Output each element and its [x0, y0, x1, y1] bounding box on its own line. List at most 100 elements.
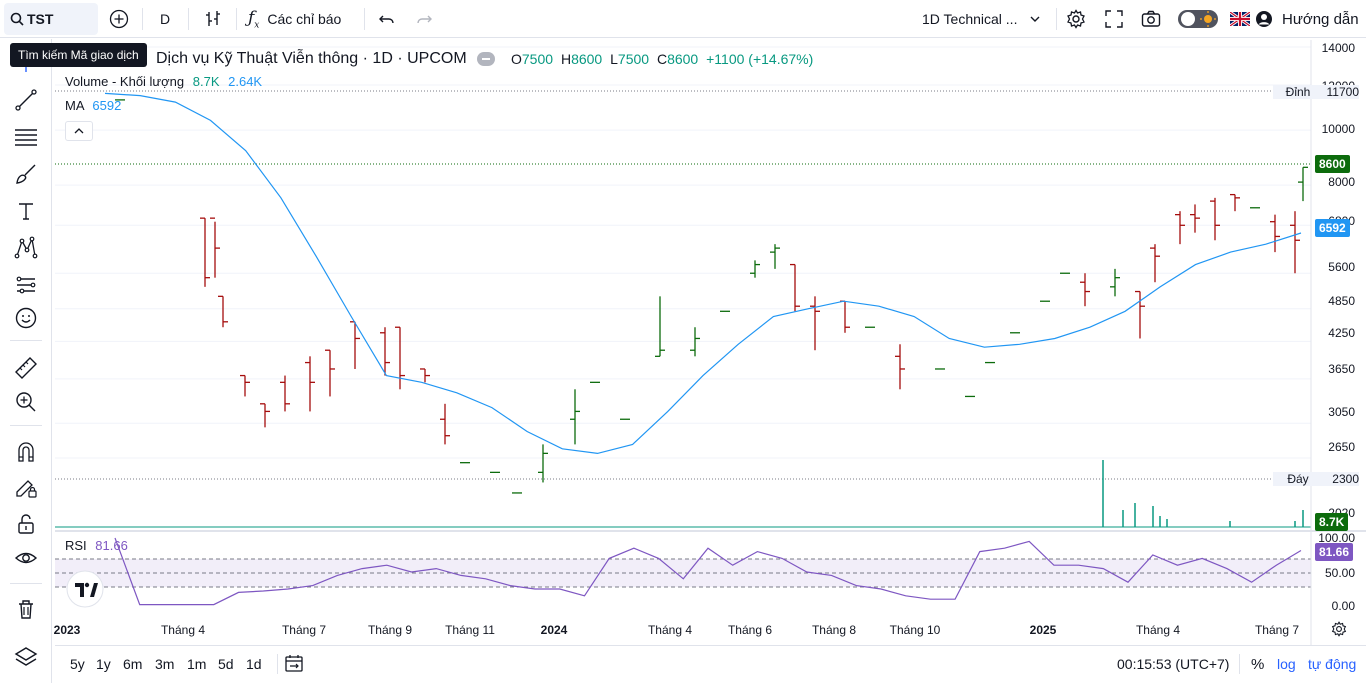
symbol-title[interactable]: Dịch vụ Kỹ Thuật Viễn thông · 1D · UPCOM — [156, 50, 467, 67]
gear-icon — [1331, 621, 1347, 637]
time-tick: Tháng 7 — [281, 623, 327, 637]
low-key: L — [610, 51, 618, 67]
time-tick: Tháng 8 — [811, 623, 857, 637]
auto-scale-button[interactable]: tự động — [1308, 656, 1357, 672]
chevron-up-icon — [74, 128, 84, 134]
toolbar-divider — [364, 8, 365, 30]
price-chart[interactable] — [55, 40, 1366, 645]
text-icon — [19, 203, 33, 220]
toolbar-divider — [10, 340, 42, 341]
brush-tool[interactable] — [13, 161, 39, 187]
price-bar — [1190, 204, 1200, 233]
lock-tool[interactable] — [13, 511, 39, 537]
range-1y-button[interactable]: 1y — [96, 656, 111, 672]
price-bars — [115, 99, 1308, 494]
range-3m-button[interactable]: 3m — [155, 656, 175, 672]
volume-tag: 8.7K — [1315, 513, 1349, 531]
range-1d-button[interactable]: 1d — [246, 656, 262, 672]
toolbar-divider — [236, 8, 237, 30]
text-tool[interactable] — [13, 198, 39, 224]
range-5y-button[interactable]: 5y — [70, 656, 85, 672]
compare-symbol-button[interactable] — [106, 0, 132, 38]
redo-button[interactable] — [411, 0, 437, 38]
price-bar — [1290, 211, 1300, 274]
bar-chart-type-icon — [206, 11, 220, 26]
price-bar — [1175, 211, 1185, 245]
fib-tool[interactable] — [13, 124, 39, 150]
price-tick: 2650 — [1328, 440, 1355, 454]
forecast-tool[interactable] — [13, 272, 39, 298]
hide-drawings-tool[interactable] — [13, 545, 39, 571]
price-bar — [280, 375, 290, 412]
price-bar — [810, 296, 820, 351]
price-bar — [840, 300, 850, 333]
pattern-tool[interactable] — [13, 235, 39, 261]
range-1m-button[interactable]: 1m — [187, 656, 207, 672]
peak-label: Đỉnh — [1273, 85, 1323, 99]
percent-scale-button[interactable]: % — [1251, 656, 1265, 673]
measure-tool[interactable] — [13, 355, 39, 381]
chart-area[interactable]: Dịch vụ Kỹ Thuật Viễn thông · 1D · UPCOM… — [54, 40, 1366, 683]
plus-circle-icon — [109, 9, 129, 29]
time-tick: Tháng 11 — [445, 623, 495, 637]
toolbar-divider — [10, 425, 42, 426]
help-label: Hướng dẫn — [1282, 10, 1359, 28]
ma-label: MA — [65, 98, 84, 113]
price-bar — [1210, 197, 1220, 241]
undo-button[interactable] — [374, 0, 400, 38]
function-icon: ƒx — [248, 7, 260, 31]
interval-button[interactable]: D — [152, 0, 178, 38]
volume-bars — [1102, 460, 1304, 527]
zoom-tool[interactable] — [13, 389, 39, 415]
volume-legend[interactable]: Volume - Khối lượng 8.7K 2.64K — [65, 74, 262, 89]
price-bar — [1135, 290, 1145, 339]
last-price-tag: 8600 — [1315, 155, 1350, 173]
clock-display[interactable]: 00:15:53 (UTC+7) — [1117, 656, 1230, 672]
legend-collapse-dot[interactable] — [477, 52, 495, 66]
remove-drawings-tool[interactable] — [13, 596, 39, 622]
price-bar — [325, 349, 335, 397]
price-bar — [380, 327, 390, 376]
rsi-legend[interactable]: RSI 81.66 — [65, 538, 128, 553]
legend-collapse-button[interactable] — [65, 121, 93, 141]
log-scale-button[interactable]: log — [1277, 656, 1296, 672]
tradingview-logo — [66, 570, 104, 608]
settings-button[interactable] — [1063, 0, 1089, 38]
trash-icon — [19, 600, 33, 619]
object-tree-tool[interactable] — [13, 644, 39, 670]
date-range-button[interactable] — [284, 654, 304, 677]
open-value: 7500 — [521, 51, 554, 67]
trend-line-tool[interactable] — [13, 87, 39, 113]
range-5d-button[interactable]: 5d — [218, 656, 234, 672]
price-bar — [210, 217, 220, 278]
language-button[interactable] — [1229, 0, 1251, 38]
help-button[interactable]: Hướng dẫn — [1255, 0, 1363, 38]
range-6m-button[interactable]: 6m — [123, 656, 143, 672]
axis-settings-button[interactable] — [1331, 621, 1347, 642]
theme-toggle[interactable] — [1176, 0, 1220, 38]
toolbar-divider — [1056, 8, 1057, 30]
lock-drawings-edit-tool[interactable] — [13, 474, 39, 500]
symbol-search-button[interactable]: TST — [4, 3, 98, 35]
sun-toggle-icon — [1178, 10, 1218, 28]
indicators-button[interactable]: ƒx Các chỉ báo — [248, 0, 352, 38]
pattern-icon — [14, 236, 38, 259]
chart-type-button[interactable] — [200, 0, 226, 38]
price-tick: 3050 — [1328, 405, 1355, 419]
price-bar — [750, 260, 760, 278]
layout-selector[interactable]: 1D Technical ... — [914, 0, 1050, 38]
fullscreen-button[interactable] — [1101, 0, 1127, 38]
toolbar-divider — [188, 8, 189, 30]
ma-value: 6592 — [92, 98, 122, 113]
magnet-tool[interactable] — [13, 439, 39, 465]
snapshot-button[interactable] — [1138, 0, 1164, 38]
toolbar-divider — [10, 583, 42, 584]
emoji-tool[interactable] — [13, 305, 39, 331]
trough-label: Đáy — [1273, 472, 1323, 486]
unlock-icon — [18, 514, 34, 534]
price-tick: 14000 — [1321, 41, 1355, 55]
rsi-tag: 81.66 — [1315, 543, 1354, 561]
zoom-in-icon — [16, 392, 36, 412]
time-tick: Tháng 6 — [727, 623, 773, 637]
ma-legend[interactable]: MA 6592 — [65, 98, 121, 113]
